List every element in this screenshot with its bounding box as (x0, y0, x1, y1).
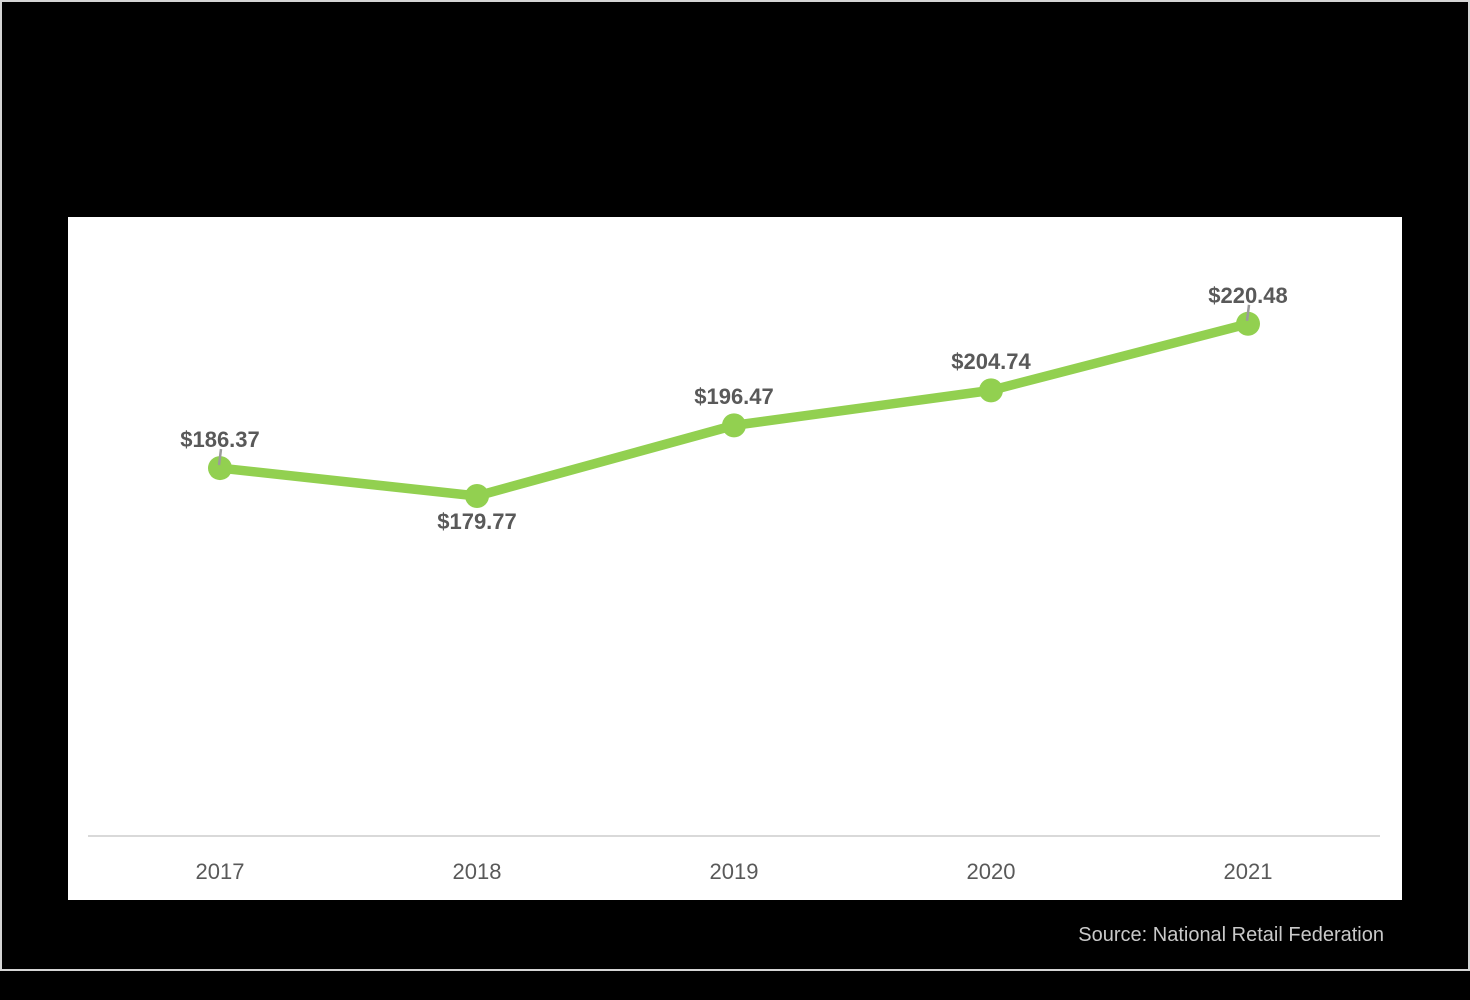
data-label-2017: $186.37 (180, 427, 260, 453)
line-chart (88, 304, 1380, 837)
data-point-2017 (208, 456, 232, 481)
data-point-2020 (979, 378, 1003, 403)
data-label-2021: $220.48 (1208, 282, 1288, 308)
source-note: Source: National Retail Federation (1078, 924, 1384, 946)
data-label-2020: $204.74 (951, 349, 1031, 375)
data-point-2019 (722, 413, 746, 438)
leader-tick-2017 (217, 448, 223, 466)
data-point-2018 (465, 484, 489, 508)
leader-tick-2021 (1245, 304, 1251, 321)
data-label-2018: $179.77 (437, 509, 517, 534)
x-axis-label-2020: 2020 (966, 859, 1016, 884)
x-axis-label-2017: 2017 (195, 859, 245, 884)
x-axis-label-2021: 2021 (1223, 859, 1273, 884)
data-point-2021 (1236, 311, 1260, 336)
chart-card: $186.37 $179.77 $196.47 $204.74 $220.48 2017… (68, 217, 1402, 900)
x-axis-label-2018: 2018 (452, 859, 502, 884)
data-label-2019: $196.47 (694, 384, 774, 410)
x-axis-label-2019: 2019 (709, 859, 759, 884)
